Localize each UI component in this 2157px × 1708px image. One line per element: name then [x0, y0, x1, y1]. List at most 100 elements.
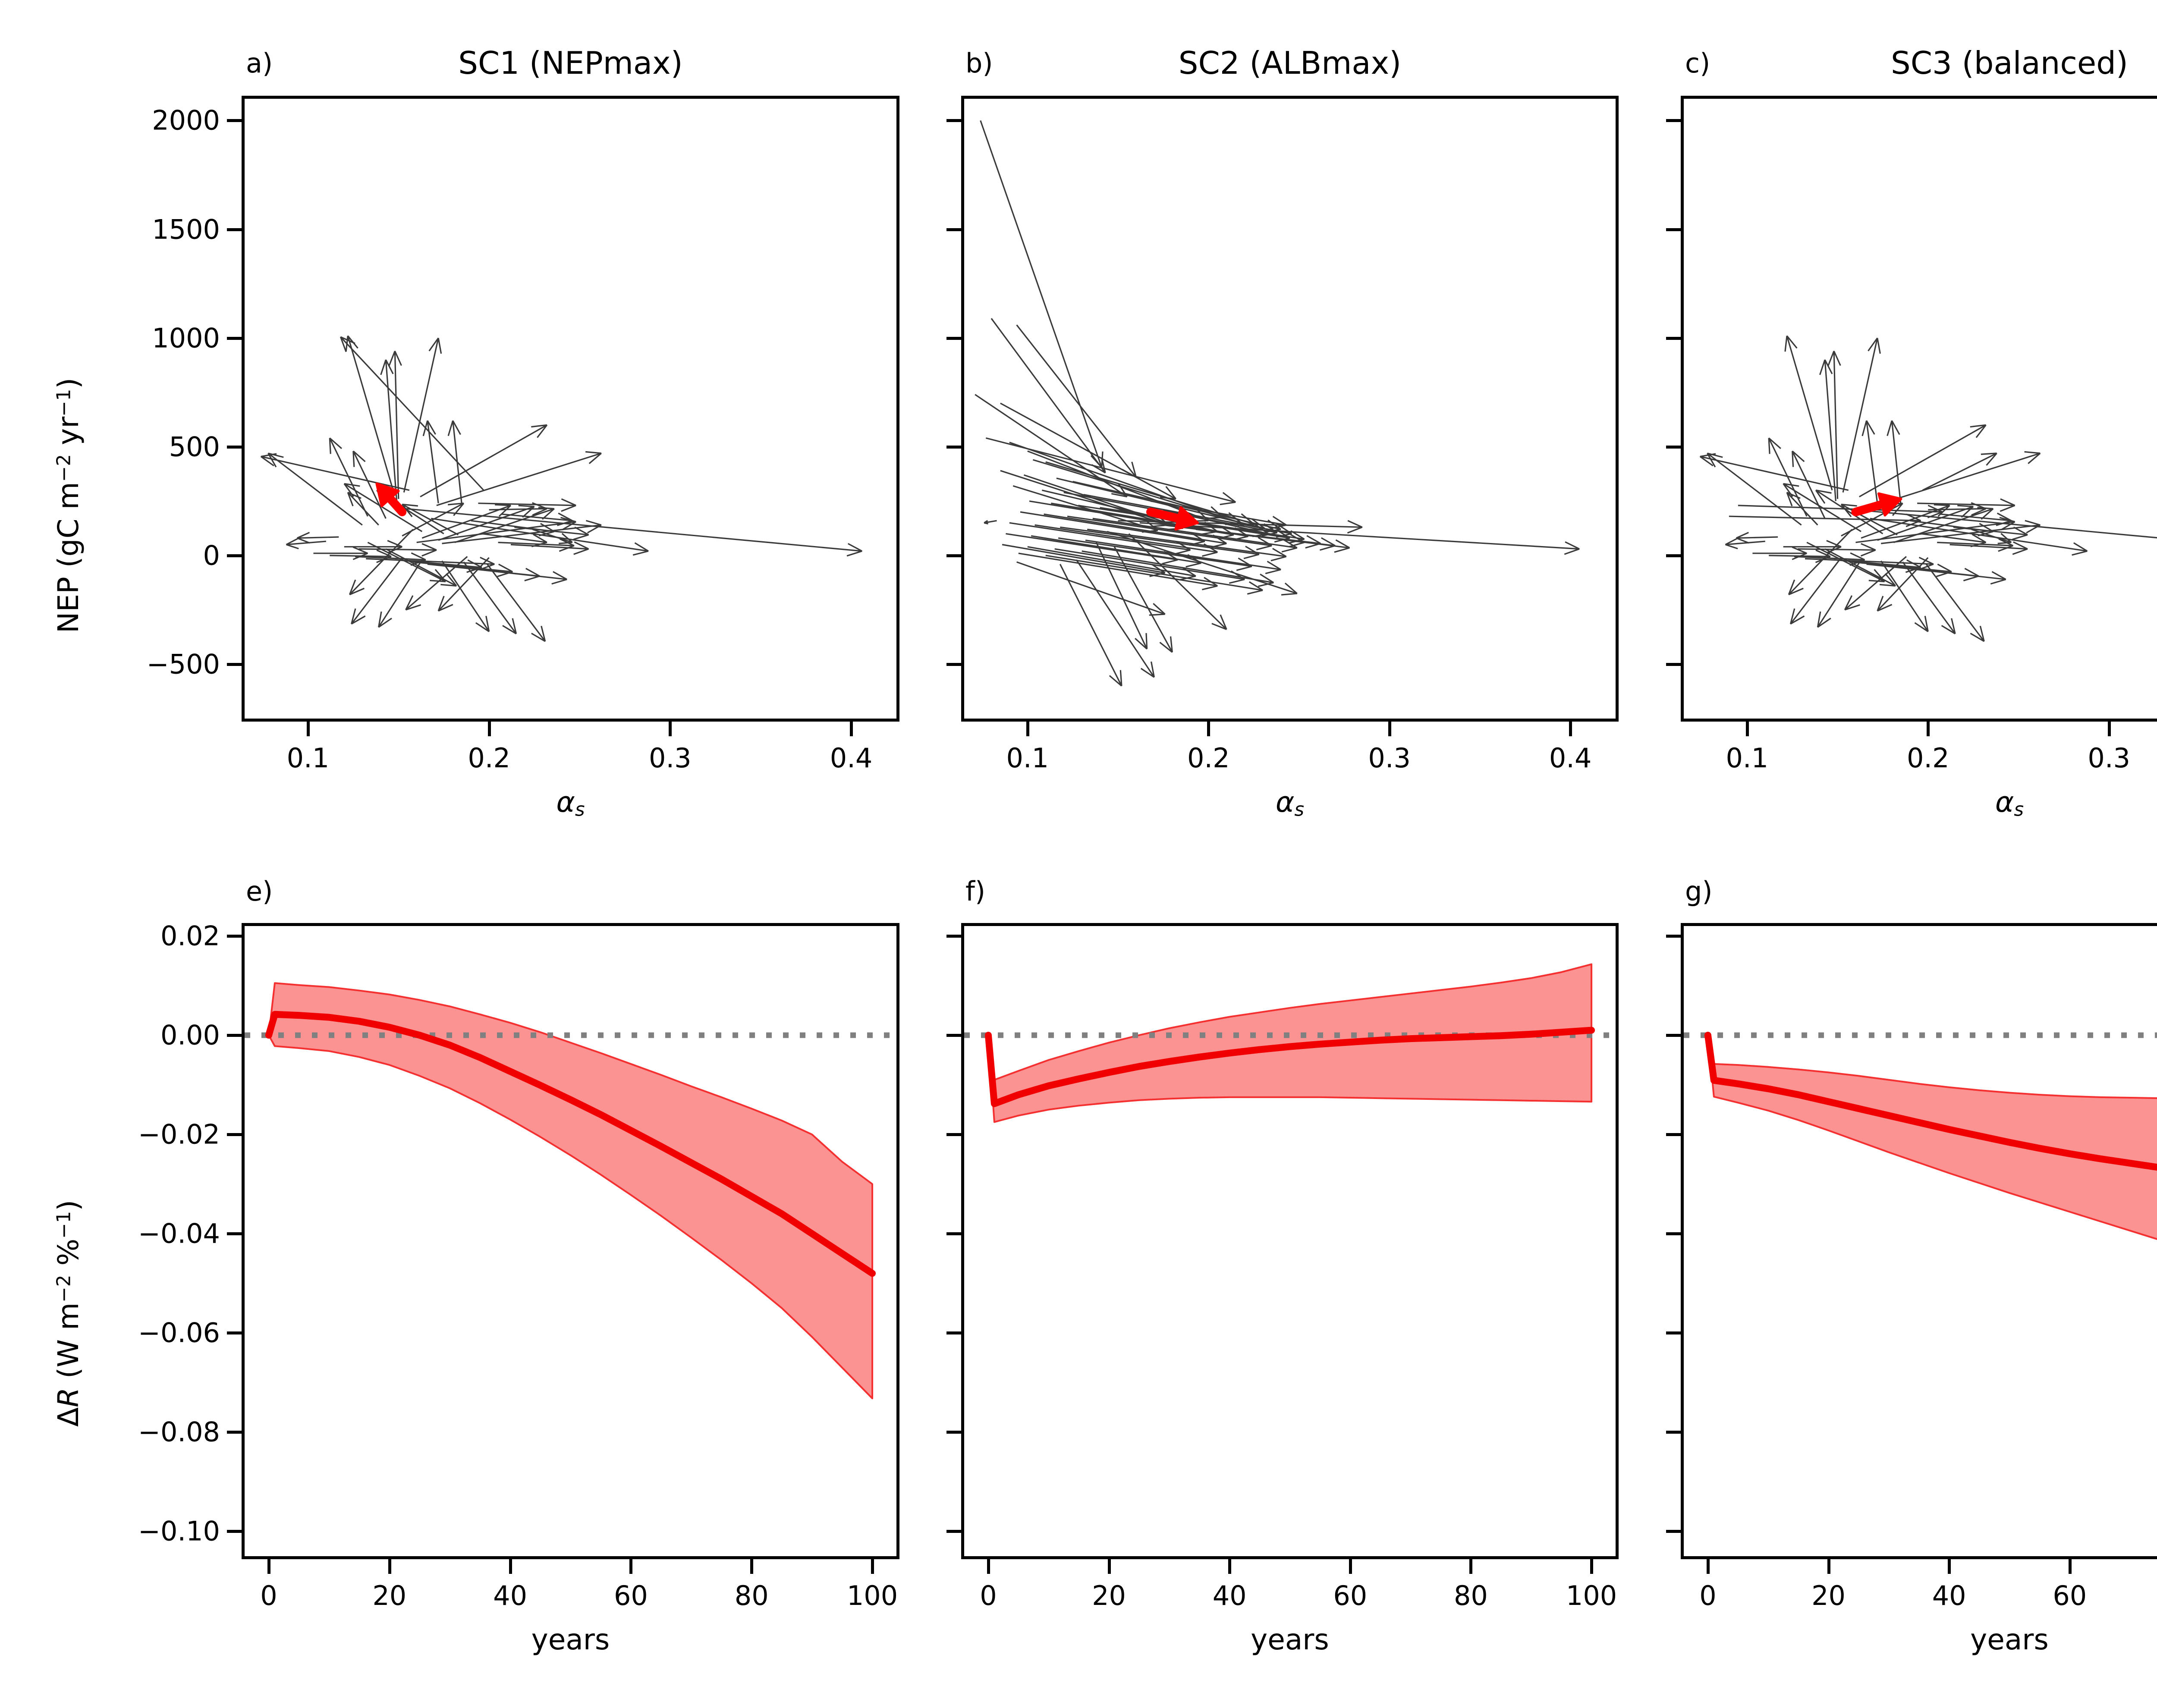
plot-svg-c — [1699, 335, 2157, 642]
plot-svg-e — [245, 982, 896, 1400]
xtick-label: 80 — [734, 1580, 769, 1611]
mean-arrow — [375, 482, 407, 516]
uncertainty-band-e — [267, 982, 874, 1400]
panel-letter-c: c) — [1685, 47, 1711, 79]
ytick-label: 0 — [203, 540, 220, 571]
xtick-mark — [388, 1559, 391, 1574]
xtick-mark — [509, 1559, 512, 1574]
xtick-label: 0.1 — [1006, 742, 1049, 774]
ytick-mark — [1666, 1133, 1681, 1137]
ytick-label: 500 — [169, 431, 220, 463]
ytick-mark — [227, 228, 242, 231]
ytick-label: 2000 — [152, 104, 220, 136]
xtick-mark — [987, 1559, 990, 1574]
ytick-mark — [1666, 1331, 1681, 1335]
ytick-mark — [946, 1431, 961, 1434]
panel-letter-f: f) — [965, 876, 986, 907]
panel-title-c: SC3 (balanced) — [1890, 45, 2129, 81]
ytick-mark — [946, 1331, 961, 1335]
xtick-mark — [1927, 722, 1930, 736]
plot-area-b — [961, 96, 1619, 722]
ytick-mark — [946, 445, 961, 449]
xtick-label: 0 — [260, 1580, 277, 1611]
xtick-mark — [2107, 722, 2111, 736]
xtick-label: 80 — [2121, 1580, 2157, 1611]
xtick-mark — [1388, 722, 1391, 736]
xtick-mark — [1745, 722, 1749, 736]
ytick-mark — [1666, 1034, 1681, 1037]
plot-area-a — [242, 96, 899, 722]
xaxis-title-alpha-s: αs — [1995, 785, 2024, 821]
ytick-label: 0.00 — [160, 1019, 220, 1051]
mean-line-g — [1704, 1032, 2157, 1171]
quiver-arrow-group — [975, 120, 1580, 687]
ytick-mark — [1666, 119, 1681, 122]
xtick-label: 40 — [1932, 1580, 1966, 1611]
xtick-label: 100 — [846, 1580, 898, 1611]
xtick-mark — [306, 722, 310, 736]
ytick-mark — [1666, 1232, 1681, 1236]
mean-line-f — [984, 1027, 1595, 1107]
xtick-label: 0.3 — [649, 742, 692, 774]
xtick-mark — [750, 1559, 754, 1574]
ytick-mark — [227, 1232, 242, 1236]
ytick-label: −0.06 — [138, 1317, 220, 1349]
xtick-mark — [850, 722, 853, 736]
xtick-mark — [1569, 722, 1572, 736]
ytick-mark — [227, 445, 242, 449]
ytick-mark — [1666, 445, 1681, 449]
yaxis-title-nep: NEP (gC m−2 yr−1) — [52, 377, 85, 633]
ytick-mark — [227, 1331, 242, 1335]
xtick-label: 0.4 — [830, 742, 873, 774]
xtick-mark — [487, 722, 491, 736]
ytick-mark — [227, 1034, 242, 1037]
xtick-label: 0.3 — [2088, 742, 2130, 774]
plot-svg-b — [975, 120, 1580, 687]
ytick-label: 1500 — [152, 214, 220, 245]
ytick-label: −500 — [146, 648, 220, 680]
mean-arrow — [1146, 506, 1199, 531]
xtick-label: 0.1 — [1726, 742, 1769, 774]
ytick-mark — [1666, 1530, 1681, 1533]
xaxis-title-alpha-s: αs — [556, 785, 585, 821]
ytick-mark — [946, 119, 961, 122]
uncertainty-band-g — [1707, 1034, 2157, 1240]
ytick-mark — [227, 336, 242, 340]
ytick-label: 0.02 — [160, 920, 220, 952]
ytick-mark — [227, 1133, 242, 1137]
xtick-label: 0.4 — [1549, 742, 1592, 774]
xtick-mark — [1827, 1559, 1830, 1574]
xtick-label: 40 — [493, 1580, 528, 1611]
xtick-label: 0.3 — [1368, 742, 1411, 774]
xtick-label: 0.2 — [1187, 742, 1230, 774]
ytick-mark — [946, 554, 961, 557]
xtick-label: 60 — [2053, 1580, 2087, 1611]
xtick-mark — [1107, 1559, 1111, 1574]
xaxis-title-years: years — [531, 1623, 610, 1656]
xtick-label: 60 — [613, 1580, 648, 1611]
panel-title-a: SC1 (NEPmax) — [458, 45, 683, 81]
ytick-mark — [946, 662, 961, 666]
mean-line-e — [265, 1011, 876, 1277]
ytick-mark — [1666, 336, 1681, 340]
ytick-label: −0.08 — [138, 1416, 220, 1448]
mean-arrow — [1851, 492, 1902, 517]
xtick-label: 20 — [1811, 1580, 1846, 1611]
xtick-mark — [1026, 722, 1029, 736]
ytick-mark — [1666, 662, 1681, 666]
ytick-mark — [1666, 1431, 1681, 1434]
ytick-mark — [1666, 228, 1681, 231]
plot-area-c — [1681, 96, 2157, 722]
ytick-mark — [946, 336, 961, 340]
panel-letter-b: b) — [965, 47, 993, 79]
xtick-mark — [1349, 1559, 1352, 1574]
ytick-mark — [227, 1530, 242, 1533]
xtick-mark — [1706, 1559, 1710, 1574]
plot-area-f — [961, 923, 1619, 1559]
xtick-mark — [1948, 1559, 1951, 1574]
ytick-mark — [1666, 935, 1681, 938]
xaxis-title-years: years — [1251, 1623, 1329, 1656]
panel-letter-g: g) — [1685, 876, 1713, 907]
xaxis-title-years: years — [1970, 1623, 2049, 1656]
